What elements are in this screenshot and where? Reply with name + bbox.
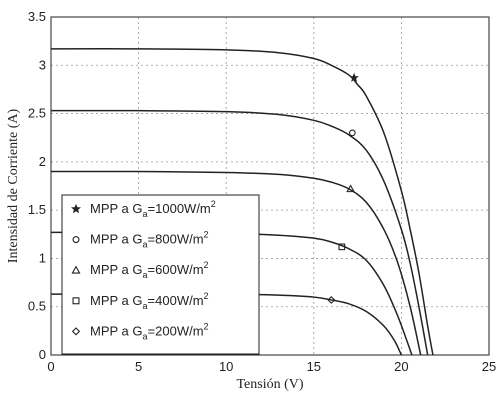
mpp-marker-circle [348, 129, 356, 137]
iv-curve-star [50, 48, 434, 356]
x-tick-label: 5 [135, 359, 142, 374]
y-tick-label: 2.5 [28, 106, 46, 121]
y-tick-label: 1 [39, 250, 46, 265]
x-tick-label: 20 [394, 359, 408, 374]
x-axis-label: Tensión (V) [236, 377, 303, 392]
y-axis-label: Intensidad de Corriente (A) [6, 108, 21, 263]
legend-entry-label: MPP a Ga=1000W/m2 [90, 199, 216, 219]
legend-square-icon [72, 297, 80, 305]
x-tick-labels: 0 5 10 15 20 25 [47, 359, 496, 374]
y-tick-label: 3.5 [28, 9, 46, 24]
mpp-marker-square [338, 243, 346, 251]
legend-entry-label: MPP a Ga=600W/m2 [90, 260, 209, 280]
x-tick-label: 15 [307, 359, 321, 374]
y-tick-label: 3 [39, 57, 46, 72]
legend-triangle-icon [71, 265, 81, 274]
mpp-markers-layer [327, 72, 359, 304]
iv-curve-triangle [50, 170, 422, 356]
legend-entry-label: MPP a Ga=400W/m2 [90, 291, 209, 311]
mpp-marker-diamond [327, 295, 336, 304]
legend-entry-label: MPP a Ga=800W/m2 [90, 230, 209, 250]
legend: MPP a Ga=1000W/m2 MPP a Ga=800W/m2 MPP a G… [61, 194, 260, 355]
legend-box [61, 194, 260, 355]
x-tick-label: 25 [482, 359, 496, 374]
legend-entry-label: MPP a Ga=200W/m2 [90, 321, 209, 341]
y-tick-label: 1.5 [28, 202, 46, 217]
legend-circle-icon [72, 236, 80, 244]
legend-star-icon [71, 203, 81, 214]
x-tick-label: 10 [219, 359, 233, 374]
mpp-marker-star [349, 72, 359, 82]
x-tick-label: 0 [47, 359, 54, 374]
plot-frame [50, 16, 490, 356]
mpp-marker-triangle [346, 184, 355, 193]
y-tick-label: 2 [39, 154, 46, 169]
y-tick-label: 0.5 [28, 299, 46, 314]
y-tick-labels: 0 0.5 1 1.5 2 2.5 3 3.5 [28, 9, 46, 362]
legend-diamond-icon [71, 327, 81, 336]
y-tick-label: 0 [39, 347, 46, 362]
iv-curve-circle [50, 109, 429, 356]
